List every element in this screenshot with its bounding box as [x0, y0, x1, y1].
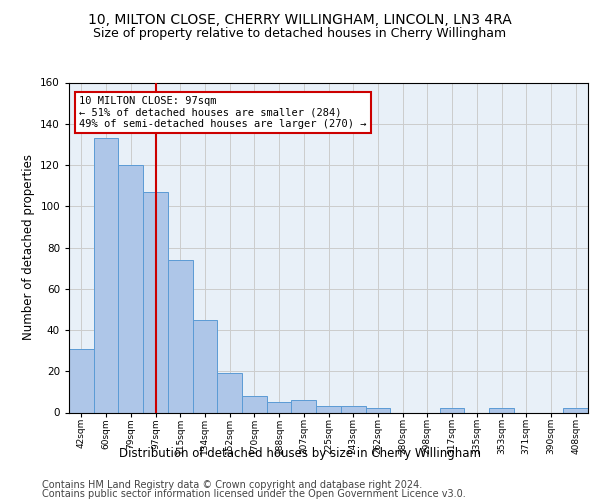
- Bar: [440, 408, 464, 412]
- Bar: [365, 408, 390, 412]
- Bar: [143, 192, 168, 412]
- Y-axis label: Number of detached properties: Number of detached properties: [22, 154, 35, 340]
- Text: Size of property relative to detached houses in Cherry Willingham: Size of property relative to detached ho…: [94, 28, 506, 40]
- Bar: [242, 396, 267, 412]
- Text: Contains public sector information licensed under the Open Government Licence v3: Contains public sector information licen…: [42, 489, 466, 499]
- Bar: [217, 374, 242, 412]
- Text: Distribution of detached houses by size in Cherry Willingham: Distribution of detached houses by size …: [119, 448, 481, 460]
- Text: Contains HM Land Registry data © Crown copyright and database right 2024.: Contains HM Land Registry data © Crown c…: [42, 480, 422, 490]
- Text: 10, MILTON CLOSE, CHERRY WILLINGHAM, LINCOLN, LN3 4RA: 10, MILTON CLOSE, CHERRY WILLINGHAM, LIN…: [88, 12, 512, 26]
- Bar: [341, 406, 365, 412]
- Bar: [69, 348, 94, 412]
- Bar: [563, 408, 588, 412]
- Bar: [168, 260, 193, 412]
- Bar: [316, 406, 341, 412]
- Bar: [94, 138, 118, 412]
- Bar: [193, 320, 217, 412]
- Bar: [267, 402, 292, 412]
- Bar: [118, 165, 143, 412]
- Bar: [292, 400, 316, 412]
- Text: 10 MILTON CLOSE: 97sqm
← 51% of detached houses are smaller (284)
49% of semi-de: 10 MILTON CLOSE: 97sqm ← 51% of detached…: [79, 96, 367, 129]
- Bar: [489, 408, 514, 412]
